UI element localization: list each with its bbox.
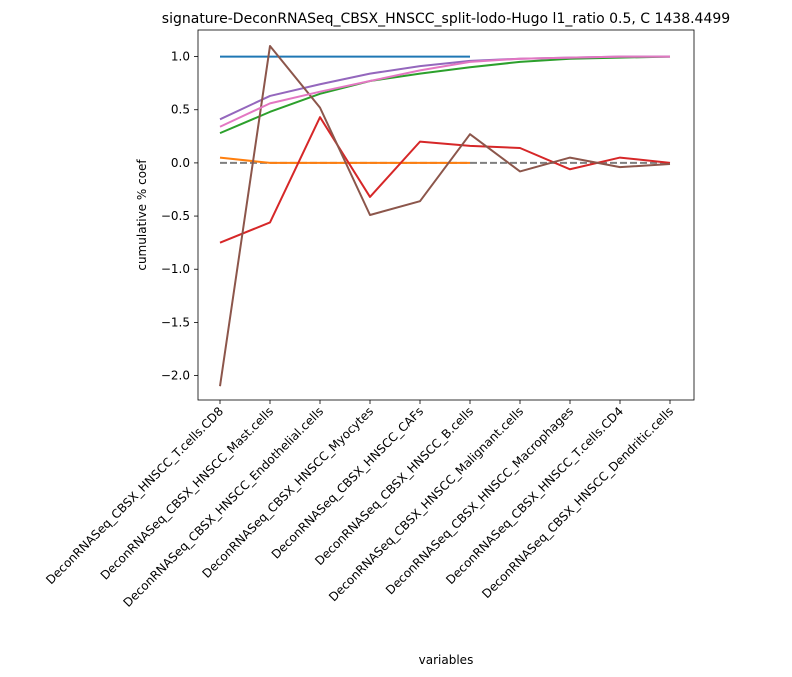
series-line [219,55,671,135]
x-tick-label: DeconRNASeq_CBSX_HNSCC_Dendritic.cells [479,404,676,601]
chart-title: signature-DeconRNASeq_CBSX_HNSCC_split-l… [162,11,730,27]
y-axis-ticks: −2.0 −1.5 −1.0 −0.5 0.0 0.5 1.0 [161,50,198,383]
y-tick-label: −0.5 [161,209,190,223]
x-tick-label: DeconRNASeq_CBSX_HNSCC_T.cells.CD8 [43,404,226,587]
y-tick-label: 1.0 [171,50,190,64]
y-tick-label: −1.5 [161,315,190,329]
x-tick-label: DeconRNASeq_CBSX_HNSCC_T.cells.CD4 [443,404,626,587]
series-layer [219,44,671,387]
x-axis-ticks: DeconRNASeq_CBSX_HNSCC_T.cells.CD8DeconR… [43,400,676,610]
series-line [219,116,671,244]
y-tick-label: 0.0 [171,156,190,170]
series-line [219,44,671,387]
plot-frame [197,29,695,401]
x-tick-label: DeconRNASeq_CBSX_HNSCC_Mast.cells [98,404,276,582]
x-tick-label: DeconRNASeq_CBSX_HNSCC_Endothelial.cells [120,404,326,610]
x-tick-label: DeconRNASeq_CBSX_HNSCC_Macrophages [383,404,576,597]
x-axis-title: variables [419,653,474,667]
series-line [219,55,670,128]
x-tick-label: DeconRNASeq_CBSX_HNSCC_Myocytes [200,404,377,581]
y-axis-title: cumulative % coef [135,159,149,271]
y-tick-label: −2.0 [161,369,190,383]
y-tick-label: −1.0 [161,262,190,276]
y-tick-label: 0.5 [171,103,190,117]
